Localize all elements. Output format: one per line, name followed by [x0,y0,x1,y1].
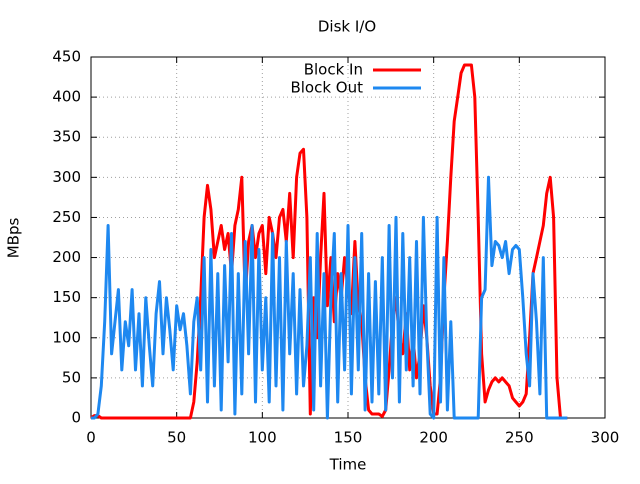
y-tick-label: 350 [52,128,81,146]
x-tick-label: 300 [591,429,620,447]
plot-frame [90,56,606,419]
x-tick-label: 50 [167,429,186,447]
legend-label: Block In [304,61,363,79]
y-tick-label: 300 [52,168,81,186]
y-tick-label: 0 [71,409,81,427]
data-line [91,175,568,420]
x-tick-label: 150 [334,429,363,447]
x-tick-label: 200 [419,429,448,447]
y-tick-label: 250 [52,208,81,226]
data-line [90,63,568,420]
y-tick-label: 100 [52,328,81,346]
x-tick-label: 250 [505,429,534,447]
y-axis-label: MBps [5,218,23,259]
y-tick-label: 150 [52,288,81,306]
y-tick-label: 200 [52,248,81,266]
chart-title: Disk I/O [318,18,376,36]
x-axis-label: Time [329,456,367,474]
y-tick-label: 400 [52,88,81,106]
y-tick-label: 50 [62,368,81,386]
legend-label: Block Out [290,79,363,97]
y-tick-label: 450 [52,48,81,66]
x-tick-label: 0 [86,429,96,447]
x-tick-label: 100 [248,429,277,447]
